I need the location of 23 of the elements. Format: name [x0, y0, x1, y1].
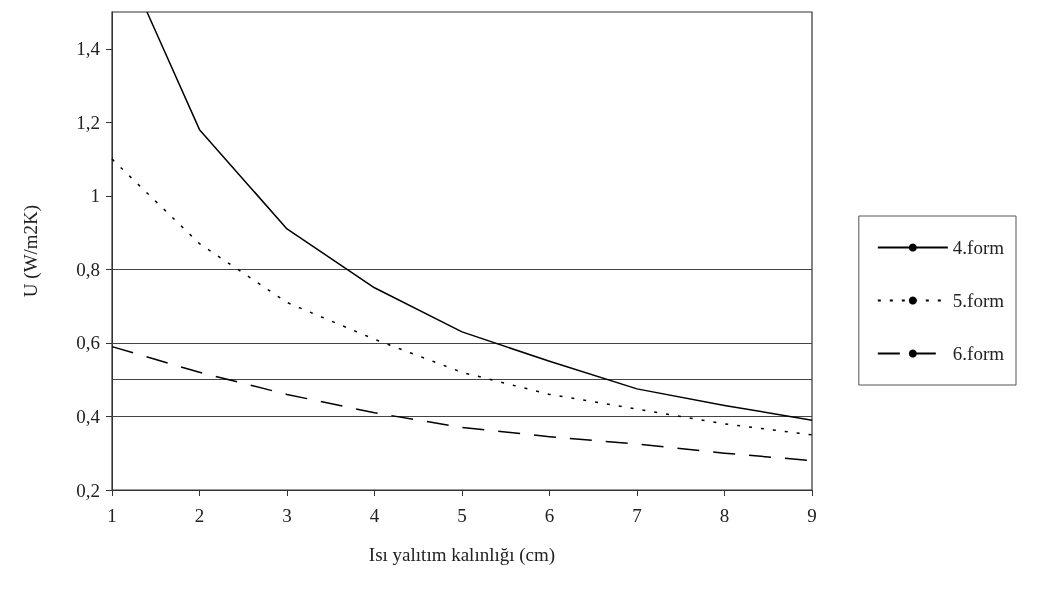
y-tick-label: 0,6 — [76, 332, 100, 354]
legend-label: 6.form — [952, 343, 1005, 364]
y-tick-label: 1,4 — [76, 38, 101, 60]
line-series — [146, 11, 813, 421]
legend-label: 5.form — [952, 290, 1005, 311]
x-tick-label: 2 — [194, 505, 205, 526]
line-series — [111, 158, 813, 436]
x-tick-label: 3 — [282, 505, 292, 526]
y-tick-label: 1 — [90, 185, 100, 207]
y-tick-label: 0,4 — [76, 405, 101, 427]
x-tick-label: 7 — [632, 505, 642, 526]
x-tick-label: 6 — [544, 505, 555, 526]
y-axis-title: U (W/m2K) — [20, 204, 42, 298]
y-tick-label: 1,2 — [76, 111, 100, 133]
x-tick-label: 8 — [719, 505, 730, 526]
x-tick-label: 1 — [107, 505, 117, 526]
x-tick-label: 9 — [807, 505, 817, 526]
legend-label: 4.form — [952, 237, 1005, 258]
y-tick-label: 0,8 — [76, 258, 100, 280]
x-tick-label: 5 — [457, 505, 467, 526]
y-tick-label: 0,2 — [76, 479, 100, 501]
x-axis-title: Isı yalıtım kalınlığı (cm) — [368, 544, 556, 566]
x-tick-label: 4 — [369, 505, 380, 526]
